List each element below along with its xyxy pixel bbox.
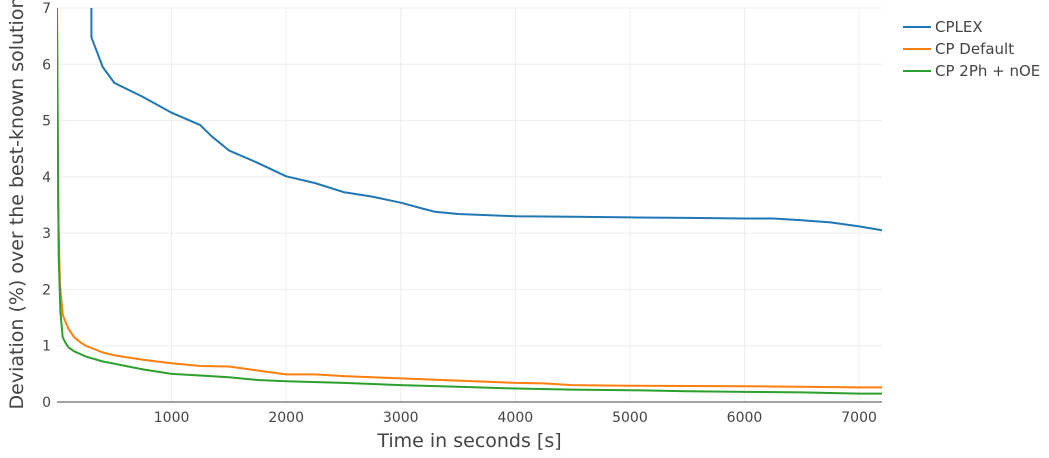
x-axis-title: Time in seconds [s]: [376, 430, 561, 452]
series-line-cp-default: [57, 13, 882, 389]
y-tick-label: 7: [42, 1, 51, 17]
y-axis-ticks: 0 1 2 3 4 5 6 7: [42, 1, 51, 411]
series-line-cp-2ph-noe: [57, 8, 882, 395]
legend-label: CP 2Ph + nOE: [935, 62, 1040, 80]
y-tick-label: 1: [42, 339, 51, 355]
series-layer: [57, 8, 882, 395]
x-tick-label: 5000: [612, 410, 648, 426]
y-tick-label: 4: [42, 170, 51, 186]
series-line-cplex: [90, 8, 882, 232]
x-axis-ticks: 1000 2000 3000 4000 5000 6000 7000: [154, 410, 877, 426]
x-tick-label: 1000: [154, 410, 190, 426]
y-tick-label: 2: [42, 282, 51, 298]
x-tick-label: 2000: [268, 410, 304, 426]
legend-item[interactable]: CP Default: [903, 40, 1014, 58]
legend-label: CPLEX: [935, 18, 983, 36]
legend-item[interactable]: CP 2Ph + nOE: [903, 62, 1040, 80]
x-tick-label: 6000: [727, 410, 763, 426]
y-tick-label: 5: [42, 114, 51, 130]
y-tick-label: 0: [42, 395, 51, 411]
x-tick-label: 4000: [498, 410, 534, 426]
grid-layer: [57, 7, 882, 403]
legend-item[interactable]: CPLEX: [903, 18, 983, 36]
x-tick-label: 7000: [841, 410, 877, 426]
legend[interactable]: CPLEX CP Default CP 2Ph + nOE: [903, 18, 1040, 80]
y-axis-title: Deviation (%) over the best-known soluti…: [6, 0, 28, 409]
y-tick-label: 3: [42, 226, 51, 242]
legend-label: CP Default: [935, 40, 1014, 58]
x-tick-label: 3000: [383, 410, 419, 426]
y-tick-label: 6: [42, 57, 51, 73]
